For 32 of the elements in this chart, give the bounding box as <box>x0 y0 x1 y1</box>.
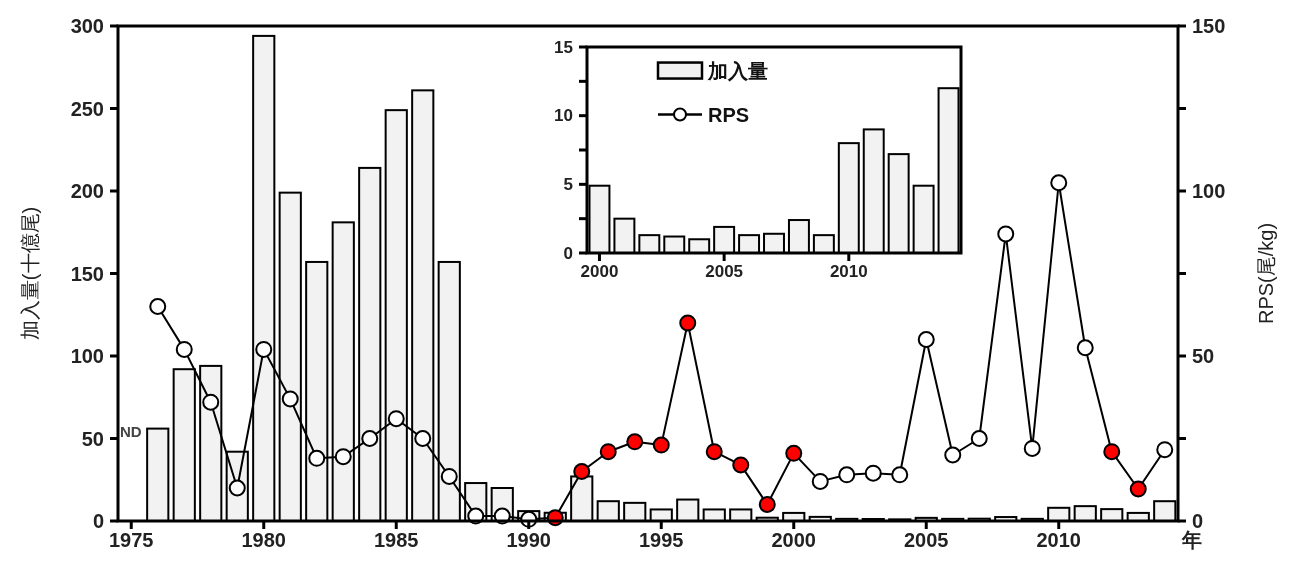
x-tick-label: 1975 <box>109 529 154 552</box>
x-tick-label: 2005 <box>904 529 949 552</box>
x-tick-label: 1990 <box>506 529 551 552</box>
y2-tick-label: 50 <box>1192 345 1215 367</box>
annotation: ND <box>120 423 142 441</box>
x-tick-label: 1995 <box>639 529 684 552</box>
y2-axis-title: RPS(尾/kg) <box>1255 222 1277 325</box>
y-tick-label: 5 <box>563 174 573 194</box>
y-axis-title: 加入量(十億尾) <box>19 206 41 341</box>
y-tick-label: 200 <box>70 180 104 202</box>
x-tick-label: 2010 <box>829 262 868 281</box>
y-tick-label: 10 <box>554 106 573 126</box>
x-tick-label: 1980 <box>241 529 286 552</box>
y-tick-label: 0 <box>92 510 104 532</box>
x-tick-label: 2000 <box>580 262 619 281</box>
y-tick-label: 0 <box>563 243 573 263</box>
x-tick-label: 2010 <box>1036 529 1081 552</box>
y2-tick-label: 150 <box>1192 15 1226 37</box>
x-tick-label: 2000 <box>771 529 816 552</box>
legend-label: 加入量 <box>707 59 768 82</box>
y-tick-label: 300 <box>70 15 104 37</box>
x-tick-label: 1985 <box>374 529 419 552</box>
y-tick-label: 250 <box>70 97 104 120</box>
y-tick-label: 50 <box>81 427 104 450</box>
y2-tick-label: 0 <box>1192 510 1204 532</box>
y-tick-label: 100 <box>70 345 104 367</box>
x-axis-title: 年 <box>1181 529 1202 552</box>
y2-tick-label: 100 <box>1192 180 1226 202</box>
y-tick-label: 15 <box>554 37 573 57</box>
legend-label: RPS <box>708 103 750 126</box>
x-tick-label: 2005 <box>705 262 744 281</box>
y-tick-label: 150 <box>70 262 104 285</box>
